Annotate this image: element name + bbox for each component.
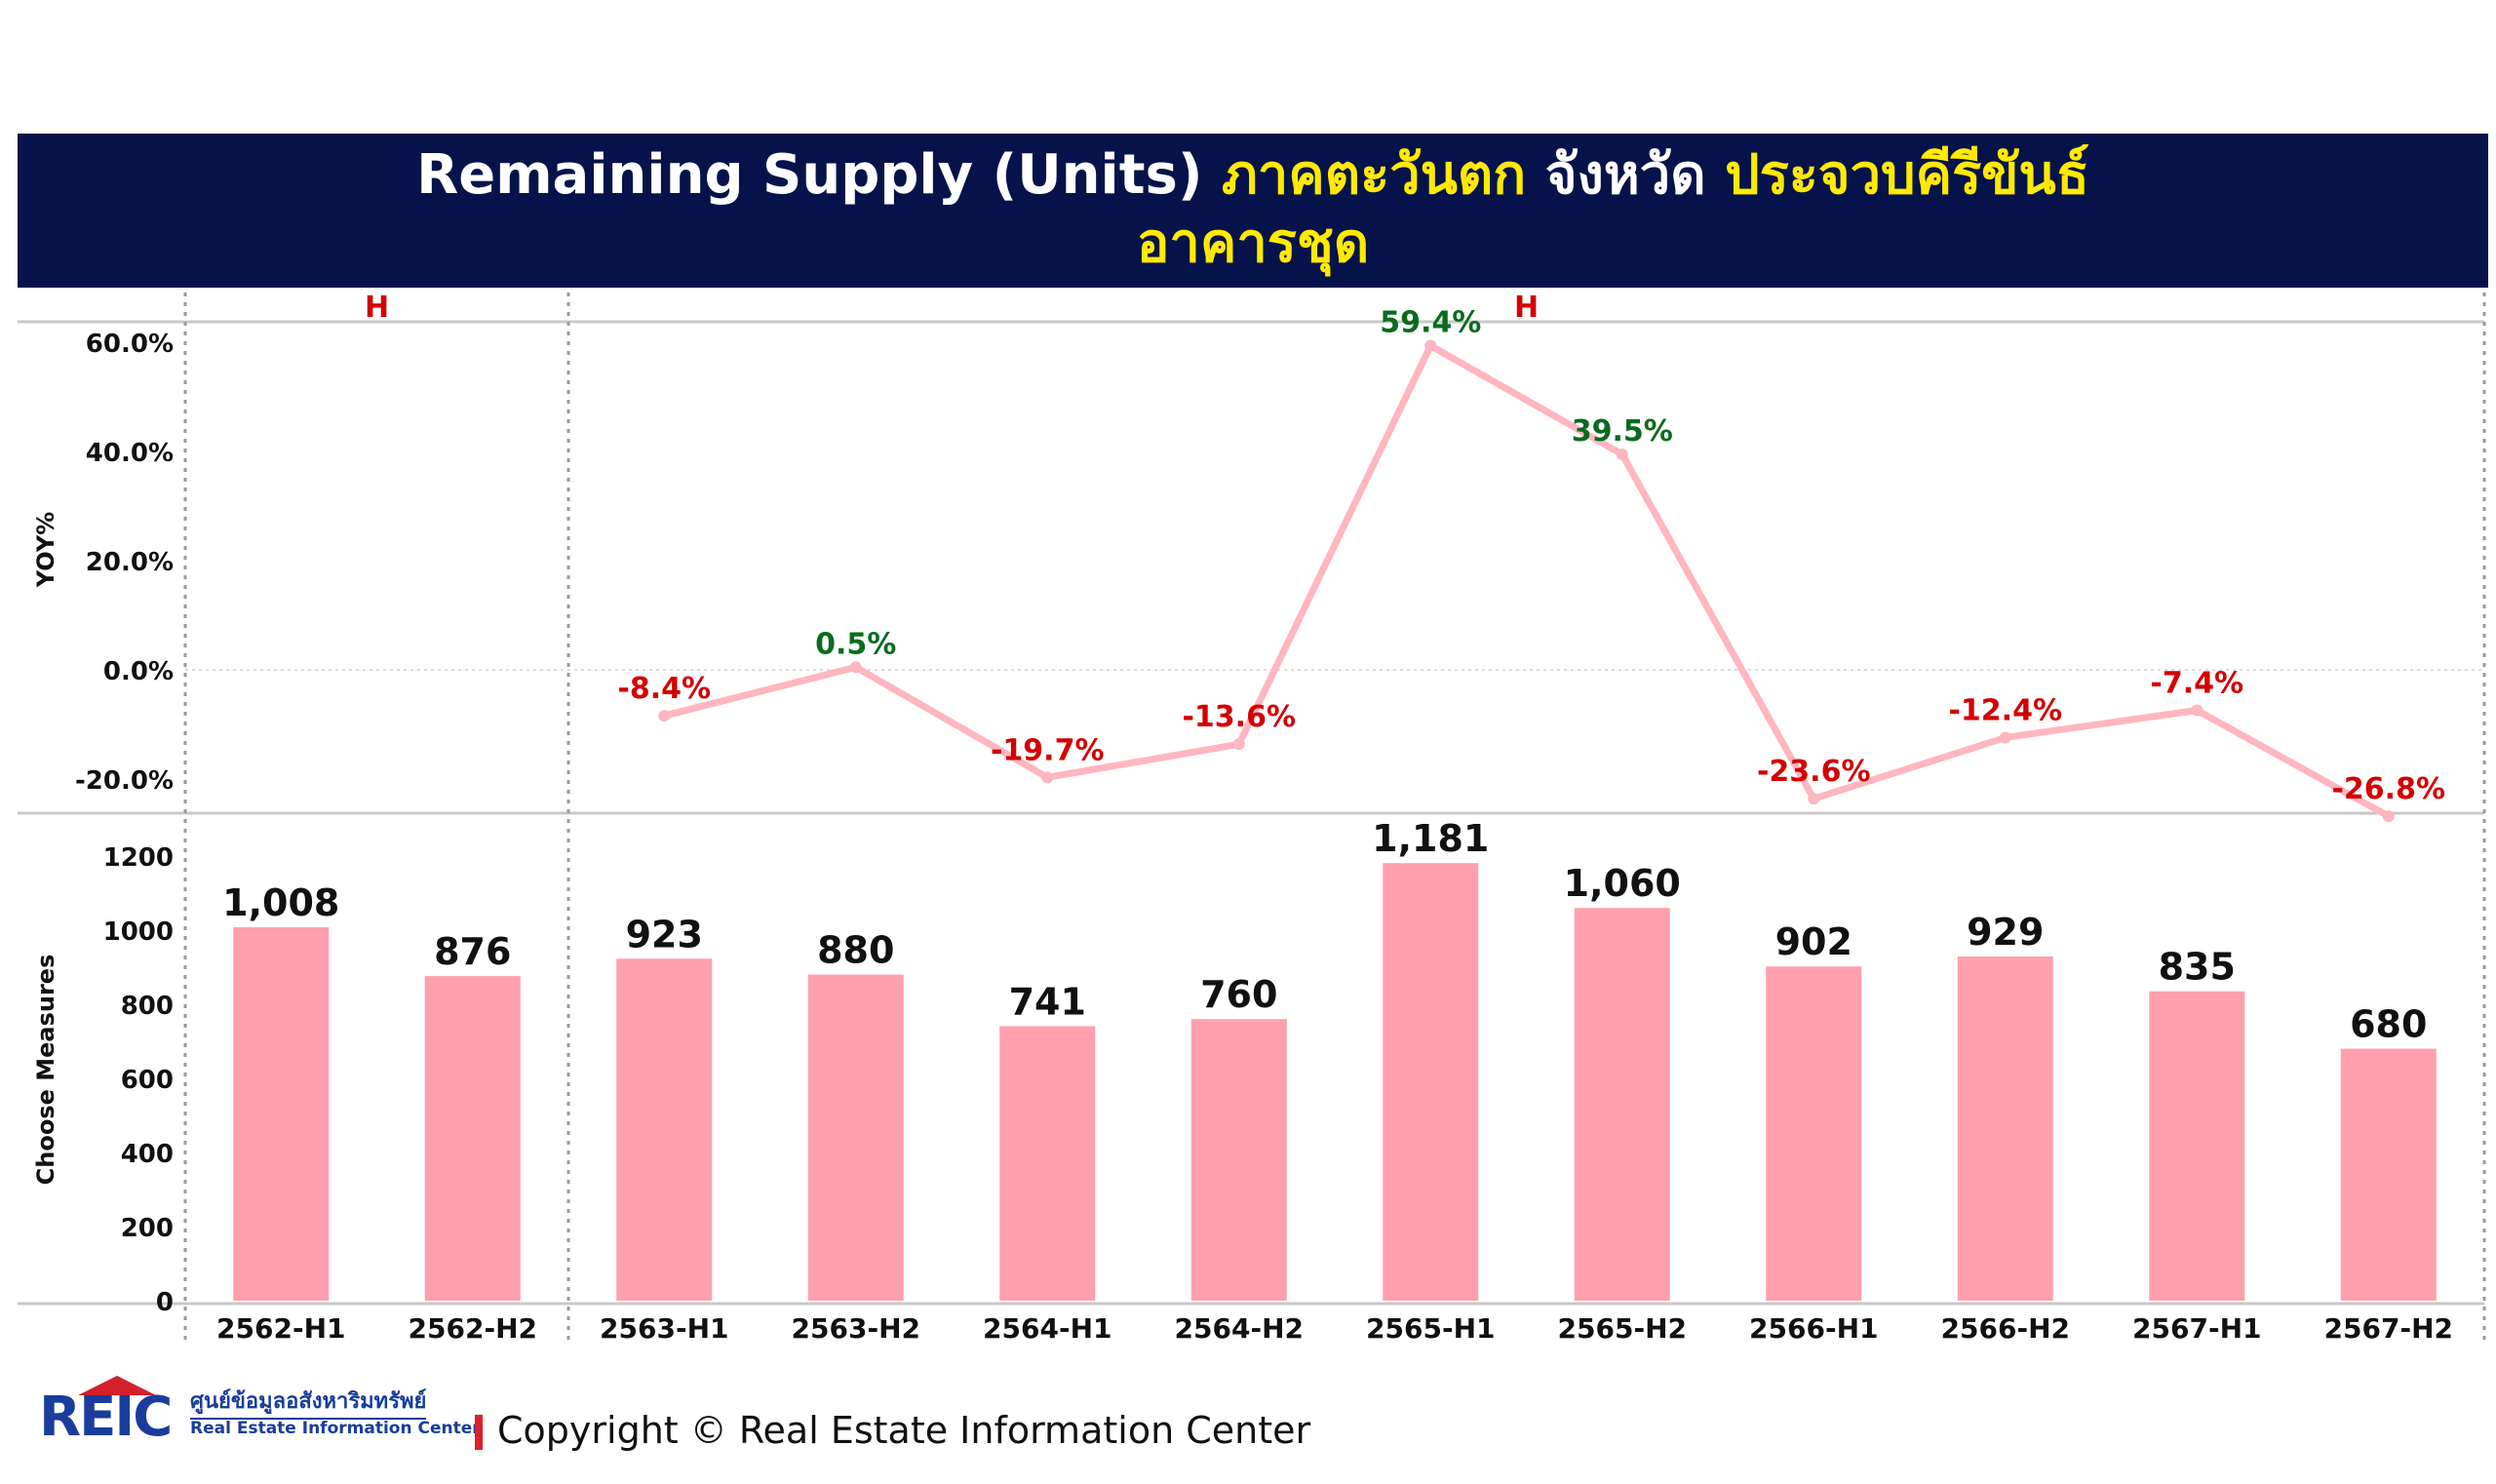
yoy-point xyxy=(1616,448,1628,460)
yoy-line xyxy=(660,342,2393,820)
title-region: ภาคตะวันตก xyxy=(1221,143,1527,207)
bar xyxy=(999,1026,1096,1301)
yoy-point xyxy=(2191,704,2204,717)
bar-tick-label: 0 xyxy=(156,1288,174,1317)
yoy-point xyxy=(2382,810,2395,823)
bar-tick-label: 800 xyxy=(121,992,174,1021)
title-property-type: อาคารชุด xyxy=(1136,212,1370,275)
group-label: H xyxy=(1514,291,1539,325)
x-tick-label: 2565-H2 xyxy=(1558,1312,1687,1345)
x-tick-label: 2564-H2 xyxy=(1175,1312,1304,1345)
logo-thai-text: ศูนย์ข้อมูลอสังหาริมทรัพย์ xyxy=(190,1384,427,1420)
x-tick-label: 2563-H1 xyxy=(600,1312,728,1345)
x-tick-label: 2563-H2 xyxy=(792,1312,920,1345)
bar-axis: 1200 1000 800 600 400 200 0 Choose Measures xyxy=(32,843,174,1317)
bar xyxy=(1574,908,1670,1301)
yoy-point xyxy=(849,661,862,674)
yoy-axis-title: YOY% xyxy=(32,512,59,589)
yoy-point xyxy=(658,710,671,722)
copyright-text: Copyright © Real Estate Information Cent… xyxy=(497,1409,1311,1452)
bar-data-label: 880 xyxy=(817,929,894,972)
bar xyxy=(1766,966,1862,1301)
bar-tick-label: 1200 xyxy=(103,843,174,873)
yoy-tick-label: 40.0% xyxy=(86,439,174,468)
yoy-point xyxy=(1808,793,1820,805)
bar xyxy=(1957,956,2053,1301)
title-province: ประจวบคีรีขันธ์ xyxy=(1725,143,2089,207)
yoy-point xyxy=(1232,738,1245,751)
x-axis: 2562-H1 2562-H2 2563-H1 2563-H2 2564-H1 2564-… xyxy=(216,1312,2453,1345)
yoy-data-label: -19.7% xyxy=(991,733,1105,767)
x-tick-label: 2567-H2 xyxy=(2324,1312,2453,1345)
bar-data-label: 1,008 xyxy=(222,881,339,924)
yoy-tick-label: -20.0% xyxy=(75,766,174,796)
yoy-series: -8.4% 0.5% -19.7% -13.6% 59.4% 39.5% -23.6% -12… xyxy=(617,306,2445,823)
bar-series: 1,008 876 923 880 741 760 1,181 1,060 902 929 835 6… xyxy=(222,817,2437,1301)
yoy-data-label: 0.5% xyxy=(815,627,896,661)
yoy-point xyxy=(1041,771,1054,784)
bar xyxy=(2340,1048,2437,1301)
x-tick-label: 2565-H1 xyxy=(1366,1312,1495,1345)
reic-logo: REIC xyxy=(39,1386,173,1449)
yoy-tick-label: 0.0% xyxy=(103,657,174,686)
bar-data-label: 741 xyxy=(1009,980,1086,1023)
bar xyxy=(1383,863,1479,1301)
yoy-data-label: 59.4% xyxy=(1380,306,1481,340)
bar-axis-title: Choose Measures xyxy=(32,955,59,1186)
bar xyxy=(2149,991,2245,1301)
bar-data-label: 1,060 xyxy=(1564,862,1681,905)
yoy-data-label: 39.5% xyxy=(1572,414,1673,449)
copyright-divider xyxy=(475,1415,483,1450)
bar-tick-label: 400 xyxy=(121,1140,174,1169)
bar-tick-label: 1000 xyxy=(103,918,174,947)
yoy-tick-label: 20.0% xyxy=(86,548,174,577)
bar-data-label: 876 xyxy=(434,930,511,973)
logo-english-text: Real Estate Information Center xyxy=(190,1419,481,1438)
bar-tick-label: 600 xyxy=(121,1066,174,1095)
title-line-1: Remaining Supply (Units) ภาคตะวันตก จังห… xyxy=(18,134,2488,210)
bar xyxy=(424,976,521,1301)
title-english: Remaining Supply (Units) xyxy=(416,143,1203,207)
bar-tick-label: 200 xyxy=(121,1214,174,1243)
bar xyxy=(807,974,904,1301)
yoy-axis: 60.0% 40.0% 20.0% 0.0% -20.0% YOY% xyxy=(32,330,174,796)
yoy-data-label: -12.4% xyxy=(1948,693,2062,727)
x-tick-label: 2567-H1 xyxy=(2132,1312,2261,1345)
bar-data-label: 680 xyxy=(2350,1003,2427,1046)
x-tick-label: 2562-H2 xyxy=(409,1312,537,1345)
x-tick-label: 2564-H1 xyxy=(983,1312,1112,1345)
x-tick-label: 2562-H1 xyxy=(216,1312,345,1345)
bar xyxy=(616,958,713,1301)
yoy-data-label: -7.4% xyxy=(2150,666,2243,700)
bar-data-label: 760 xyxy=(1200,973,1277,1016)
x-tick-label: 2566-H1 xyxy=(1749,1312,1878,1345)
yoy-data-label: -23.6% xyxy=(1757,755,1871,789)
bar xyxy=(233,926,330,1301)
yoy-data-label: -13.6% xyxy=(1182,700,1296,734)
bar-data-label: 1,181 xyxy=(1372,817,1489,860)
yoy-tick-label: 60.0% xyxy=(86,330,174,359)
yoy-data-label: -8.4% xyxy=(617,672,711,706)
x-tick-label: 2566-H2 xyxy=(1941,1312,2070,1345)
chart-header: Remaining Supply (Units) ภาคตะวันตก จังห… xyxy=(18,134,2488,288)
bar-data-label: 923 xyxy=(626,913,703,956)
yoy-data-label: -26.8% xyxy=(2331,772,2445,806)
logo-roof-icon xyxy=(78,1376,156,1395)
yoy-point xyxy=(1999,731,2011,744)
title-province-label: จังหวัด xyxy=(1544,143,1706,207)
yoy-point xyxy=(1424,339,1437,352)
bar-data-label: 835 xyxy=(2159,946,2236,989)
bar-data-label: 902 xyxy=(1775,920,1852,963)
bar xyxy=(1190,1019,1287,1301)
group-label: H xyxy=(365,291,389,325)
bar-data-label: 929 xyxy=(1967,911,2044,954)
